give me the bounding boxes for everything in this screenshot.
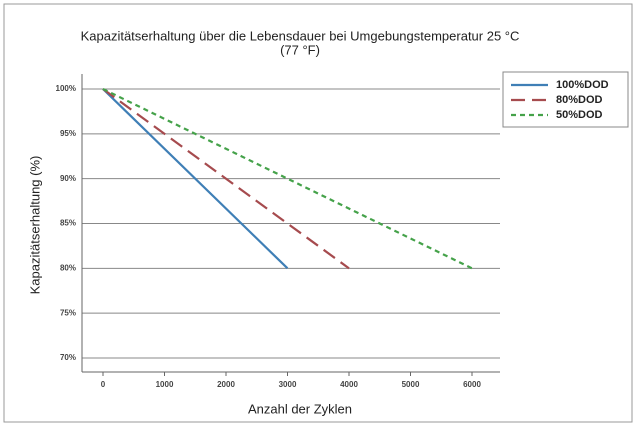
y-tick-label: 90%	[60, 174, 76, 183]
legend-label: 80%DOD	[556, 94, 603, 106]
y-tick-label: 95%	[60, 129, 76, 138]
series-line	[102, 88, 350, 270]
legend-label: 100%DOD	[556, 79, 609, 91]
x-tick-label: 0	[101, 380, 106, 389]
y-tick-label: 75%	[60, 308, 76, 317]
series-line	[102, 88, 289, 270]
chart-subtitle: (77 °F)	[280, 42, 320, 57]
x-axis-label: Anzahl der Zyklen	[248, 401, 352, 416]
y-tick-label: 100%	[56, 84, 76, 93]
x-tick-label: 6000	[463, 380, 481, 389]
y-tick-label: 85%	[60, 219, 76, 228]
x-tick-label: 1000	[156, 380, 174, 389]
x-tick-label: 5000	[402, 380, 420, 389]
frame	[3, 3, 633, 423]
x-tick-label: 2000	[217, 380, 235, 389]
y-tick-label: 80%	[60, 263, 76, 272]
y-axis-label: Kapazitätserhaltung (%)	[27, 156, 42, 295]
legend-label: 50%DOD	[556, 109, 603, 121]
x-tick-label: 4000	[340, 380, 358, 389]
chart-title: Kapazitätserhaltung über die Lebensdauer…	[81, 28, 520, 43]
y-tick-label: 70%	[60, 353, 76, 362]
x-tick-label: 3000	[279, 380, 297, 389]
